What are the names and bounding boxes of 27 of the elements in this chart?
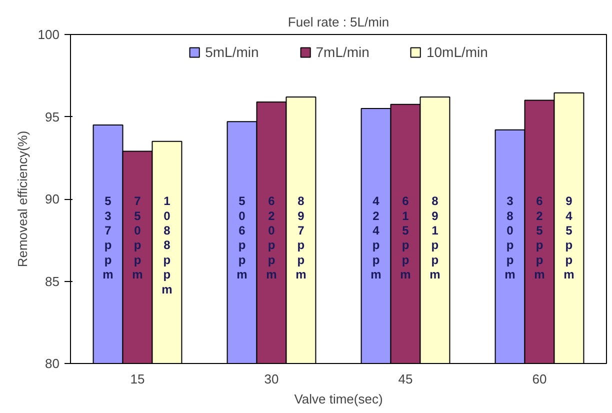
legend-label: 5mL/min [205,44,259,60]
x-tick-label: 30 [264,372,279,386]
y-tick-label: 100 [38,27,60,42]
x-tick-label: 15 [130,372,145,386]
annotation: 625ppm [534,194,545,282]
annotation: 380ppm [504,194,516,282]
legend-label: 7mL/min [316,44,370,60]
annotation: 506ppm [236,194,248,282]
legend-label: 10mL/min [426,44,488,60]
y-tick-label: 80 [45,356,60,371]
annotation: 891ppm [430,194,440,282]
annotation: 615ppm [400,194,411,282]
y-axis-title: Removeal efficiency(%) [14,130,30,268]
annotation: 620ppm [266,194,277,282]
annotation: 897ppm [296,194,306,282]
annotation: 1088ppm [162,194,172,296]
x-tick-label: 45 [398,372,413,386]
y-tick-label: 90 [45,192,60,206]
chart-title: Fuel rate : 5L/min [288,14,390,30]
y-tick-label: 95 [45,109,60,124]
annotation: 424ppm [370,194,382,282]
annotation: 537ppm [102,194,114,282]
y-tick-label: 85 [45,274,60,289]
x-tick-label: 60 [532,372,547,386]
annotation: 750ppm [132,194,143,282]
x-axis-title: Valve time(sec) [294,392,383,406]
annotation: 945ppm [564,194,574,282]
